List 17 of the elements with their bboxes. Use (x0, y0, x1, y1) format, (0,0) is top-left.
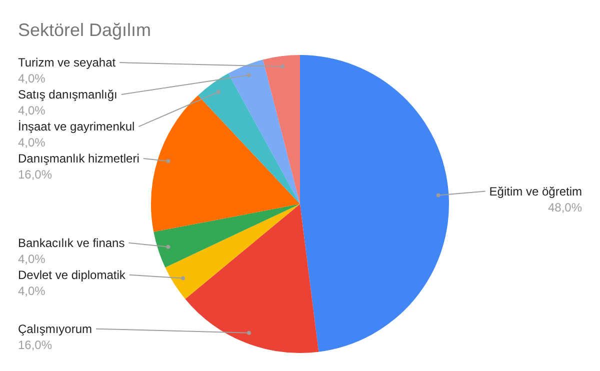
slice-label: Turizm ve seyahat (18, 56, 116, 70)
data-label: 4,0% (18, 284, 46, 298)
slice-label: Devlet ve diplomatik (18, 268, 126, 282)
data-label: 4,0% (18, 252, 46, 266)
data-label: 4,0% (18, 136, 46, 150)
slice-label: İnşaat ve gayrimenkul (18, 120, 135, 134)
data-label: 16,0% (18, 338, 52, 352)
slice-label: Çalışmıyorum (18, 322, 92, 336)
slice-label: Danışmanlık hizmetleri (18, 152, 140, 166)
chart-title: Sektörel Dağılım (18, 20, 152, 40)
slice-label: Eğitim ve öğretim (489, 184, 582, 198)
data-label: 16,0% (18, 168, 52, 182)
slice-label: Satış danışmanlığı (18, 88, 118, 102)
data-label: 48,0% (548, 200, 582, 214)
slice-label: Bankacılık ve finans (18, 236, 125, 250)
data-label: 4,0% (18, 104, 46, 118)
data-label: 4,0% (18, 72, 46, 86)
